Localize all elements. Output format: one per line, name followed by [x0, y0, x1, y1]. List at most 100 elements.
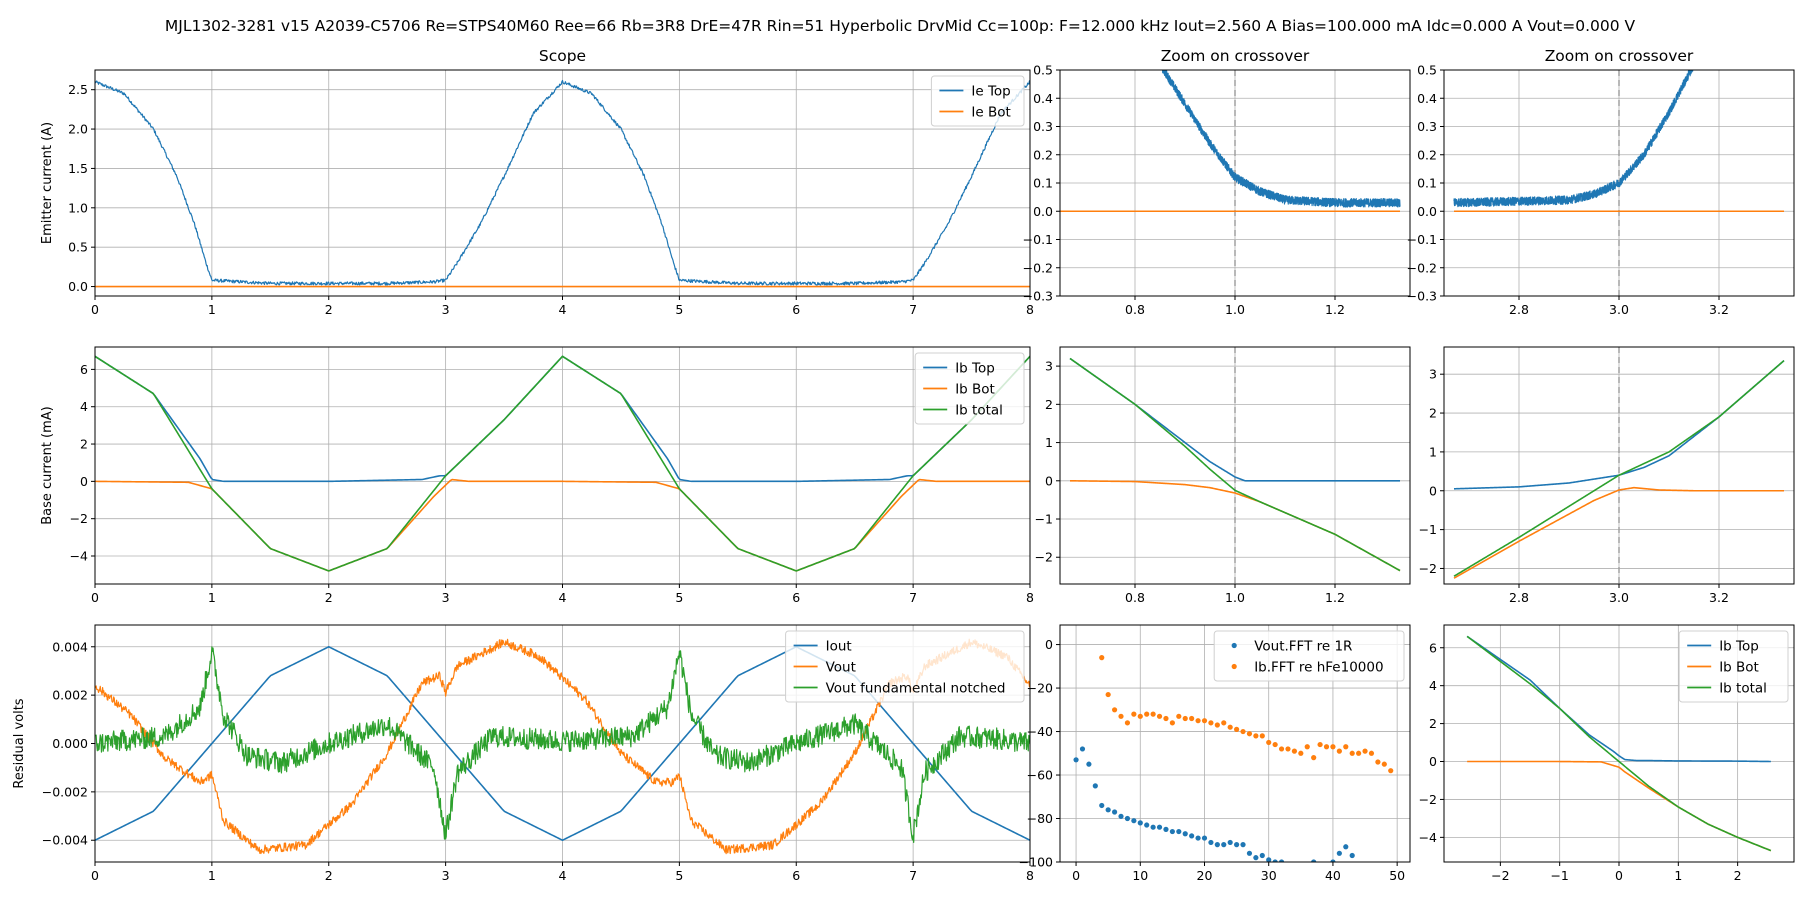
legend: Ib Top Ib Bot Ib total	[914, 352, 1025, 425]
x-tick-label: 6	[792, 302, 800, 317]
series-ie-top	[1453, 70, 1694, 208]
chart-fft-spectrum: 0 10 20 30 40 50 −100 −80 −60 −40 −20 0 Vout.FFT re …	[1019, 624, 1411, 883]
data-point	[1099, 802, 1105, 809]
x-tick-label: 2	[325, 590, 333, 605]
y-tick-label: −4	[70, 549, 88, 564]
data-point	[1124, 720, 1131, 726]
data-point	[1227, 839, 1233, 846]
y-tick-label: 1.0	[68, 200, 88, 215]
y-tick-label: 0.3	[1417, 119, 1437, 134]
chart-emitter-zoom-1: 0.8 1.0 1.2 −0.3 −0.2 −0.1 0.0 0.1 0.2 0.3 0.4 0.5 Z…	[1023, 47, 1411, 317]
x-tick-label: 6	[792, 868, 800, 883]
data-point	[1208, 839, 1214, 846]
y-tick-label: 0.002	[52, 688, 88, 703]
legend-label: Ib total	[1719, 680, 1767, 696]
data-point	[1227, 724, 1233, 730]
axes-title: Zoom on crossover	[1161, 47, 1310, 65]
data-point	[1234, 842, 1240, 848]
legend-label: Ie Top	[971, 83, 1010, 99]
data-point	[1092, 783, 1098, 789]
data-point	[1201, 718, 1208, 724]
data-point	[1266, 739, 1272, 746]
data-point	[1079, 746, 1086, 752]
data-point	[1182, 715, 1188, 722]
data-point	[1111, 707, 1118, 713]
data-point	[1137, 713, 1143, 719]
data-point	[1246, 731, 1253, 737]
y-tick-label: −0.2	[1407, 260, 1437, 275]
x-tick-label: 40	[1325, 868, 1341, 883]
series-vout-fft-re-1r	[1073, 746, 1355, 862]
x-tick-label: 3.2	[1709, 590, 1729, 605]
series-ib-total	[1453, 359, 1785, 577]
y-tick-label: 0.4	[1033, 91, 1053, 106]
y-tick-label: 2.5	[68, 82, 88, 97]
data-point	[1291, 748, 1298, 754]
data-point	[1118, 713, 1124, 719]
axes-frame	[1059, 624, 1411, 863]
x-tick-label: 7	[909, 868, 917, 883]
y-tick-label: 0	[1429, 754, 1437, 769]
y-tick-label: 0.0	[68, 279, 88, 294]
x-tick-label: 7	[909, 302, 917, 317]
y-tick-label: −60	[1027, 768, 1053, 783]
x-tick-label: 50	[1389, 868, 1405, 883]
data-point	[1317, 741, 1323, 748]
y-tick-label: 0.5	[68, 240, 88, 255]
data-point	[1099, 655, 1105, 661]
data-point	[1118, 813, 1124, 819]
series-ib-total	[1466, 635, 1772, 852]
y-tick-label: −0.1	[1407, 232, 1437, 247]
y-tick-label: −2	[1419, 561, 1437, 576]
x-tick-label: 0	[91, 302, 99, 317]
y-axis-label: Emitter current (A)	[40, 122, 55, 244]
x-tick-label: 8	[1026, 590, 1034, 605]
data-point	[1111, 809, 1118, 815]
plot-area	[1453, 359, 1785, 579]
y-tick-label: 0	[1045, 473, 1053, 488]
data-point	[1343, 844, 1349, 850]
x-tick-label: 2.8	[1509, 302, 1529, 317]
legend-frame	[785, 630, 1025, 703]
data-point	[1362, 748, 1368, 754]
data-point	[1246, 850, 1253, 856]
y-tick-label: 0.0	[1417, 204, 1437, 219]
plot-area	[95, 355, 1030, 572]
legend-label: Iout	[826, 638, 852, 654]
y-tick-label: −20	[1027, 681, 1053, 696]
data-point	[1272, 741, 1278, 748]
series-ib-fft-re-hfe10000	[1099, 655, 1394, 774]
y-tick-label: 0.1	[1417, 176, 1437, 191]
y-tick-label: −0.2	[1023, 260, 1053, 275]
x-tick-label: 4	[559, 590, 567, 605]
x-tick-label: 0.8	[1125, 590, 1145, 605]
chart-residual-volts: 0 1 2 3 4 5 6 7 8 −0.004 −0.002 0.000 0.002 0.004 Resi…	[12, 624, 1034, 883]
data-point	[1176, 713, 1182, 719]
x-tick-label: 10	[1132, 868, 1148, 883]
y-tick-label: 6	[80, 362, 88, 377]
y-tick-label: −80	[1027, 811, 1053, 826]
x-tick-label: −2	[1491, 868, 1509, 883]
y-tick-label: 0.000	[52, 736, 88, 751]
y-tick-label: −2	[1035, 550, 1053, 565]
data-point	[1336, 850, 1342, 856]
data-point	[1214, 722, 1220, 728]
data-point	[1073, 757, 1079, 763]
data-point	[1278, 859, 1285, 862]
series-vout	[95, 638, 1030, 855]
y-tick-label: 0.0	[1033, 204, 1053, 219]
y-axis-label: Base current (mA)	[40, 406, 55, 525]
y-tick-label: 4	[1429, 678, 1437, 693]
y-tick-label: −0.3	[1407, 289, 1437, 304]
legend: Iout Vout Vout fundamental notched	[785, 630, 1025, 703]
data-point	[1137, 820, 1143, 826]
data-point	[1105, 807, 1111, 813]
data-point	[1214, 842, 1220, 848]
y-tick-label: 0.5	[1033, 63, 1053, 78]
legend-frame	[1213, 630, 1405, 682]
y-tick-label: 3	[1045, 359, 1053, 374]
data-point	[1195, 835, 1201, 841]
legend-frame	[914, 352, 1025, 425]
x-tick-label: 5	[675, 590, 683, 605]
plot-area	[95, 79, 1030, 288]
